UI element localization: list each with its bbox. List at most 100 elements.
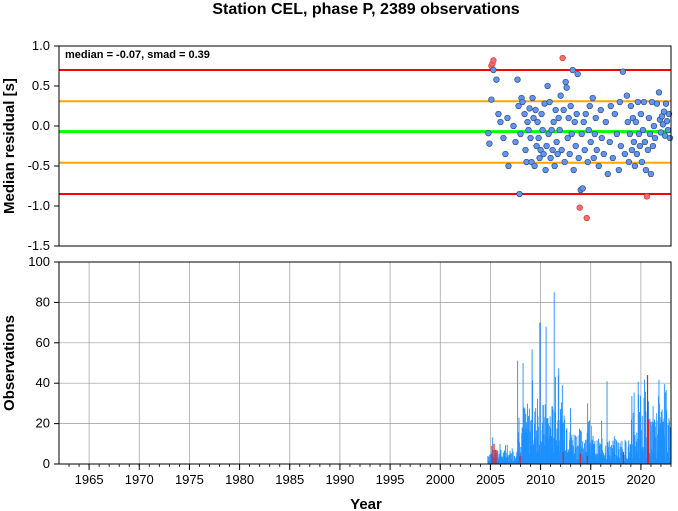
observation-bar bbox=[577, 445, 579, 464]
observation-bar bbox=[560, 456, 562, 464]
observations-y-ticks: 0 20 40 60 80 100 bbox=[28, 254, 59, 471]
x-tick-label: 1975 bbox=[175, 472, 204, 487]
residual-point bbox=[634, 98, 642, 106]
observation-bar bbox=[546, 418, 548, 464]
residual-point bbox=[572, 142, 579, 150]
observation-bar bbox=[666, 424, 668, 464]
residual-point bbox=[516, 190, 523, 198]
observation-bar bbox=[580, 430, 582, 464]
residual-point bbox=[530, 114, 537, 122]
observation-bar bbox=[579, 428, 580, 464]
residual-point bbox=[553, 138, 560, 146]
outlier-observation-bar bbox=[646, 375, 649, 464]
observation-bar bbox=[602, 452, 604, 464]
observation-bar bbox=[492, 456, 494, 464]
observation-bar bbox=[552, 409, 554, 464]
observation-bar bbox=[629, 451, 631, 464]
observation-bar bbox=[511, 459, 513, 464]
observation-bar bbox=[607, 442, 609, 464]
observation-bar bbox=[526, 432, 528, 464]
observation-bar bbox=[595, 454, 597, 464]
observation-bar bbox=[598, 438, 599, 464]
observation-bar bbox=[511, 448, 513, 464]
observation-bar bbox=[520, 455, 522, 464]
observation-bar bbox=[558, 451, 560, 464]
observation-bar bbox=[655, 437, 657, 464]
x-tick-label: 1970 bbox=[125, 472, 154, 487]
observation-bar bbox=[611, 453, 613, 464]
observation-bar bbox=[509, 462, 511, 464]
observation-bar bbox=[576, 436, 578, 464]
observation-bar bbox=[530, 420, 532, 464]
residual-point bbox=[639, 126, 647, 134]
observation-bar bbox=[618, 449, 620, 464]
observation-bar bbox=[526, 422, 528, 464]
residual-point bbox=[488, 96, 495, 103]
observation-bar bbox=[568, 451, 570, 464]
observation-bar bbox=[627, 446, 629, 464]
observation-bar bbox=[542, 405, 544, 464]
residual-point bbox=[570, 166, 577, 174]
observation-bar bbox=[631, 396, 633, 464]
observation-bar bbox=[537, 398, 538, 464]
observation-bar bbox=[537, 426, 539, 464]
observation-bar bbox=[649, 418, 651, 464]
stats-annotation: median = -0.07, smad = 0.39 bbox=[65, 49, 210, 61]
observation-bar bbox=[635, 441, 637, 464]
residual-point bbox=[631, 162, 639, 170]
observation-bar bbox=[621, 454, 622, 464]
residual-point bbox=[493, 76, 500, 83]
observation-bar bbox=[600, 444, 602, 464]
observation-bar bbox=[569, 431, 571, 464]
residual-point bbox=[666, 134, 674, 142]
observation-bar bbox=[503, 458, 505, 464]
observation-bar bbox=[639, 395, 641, 464]
residual-point bbox=[589, 94, 596, 102]
observation-bar bbox=[487, 456, 489, 464]
residual-point bbox=[554, 150, 561, 158]
observation-bar bbox=[594, 440, 596, 464]
residual-point bbox=[552, 106, 559, 114]
observation-bar bbox=[644, 428, 646, 464]
residual-point bbox=[663, 118, 671, 125]
observation-bar bbox=[575, 447, 577, 464]
observation-bar bbox=[490, 453, 492, 464]
observation-bar bbox=[544, 404, 546, 464]
observation-bar bbox=[565, 454, 567, 464]
observation-bar bbox=[529, 454, 531, 464]
x-tick-label: 1985 bbox=[275, 472, 304, 487]
observation-bar bbox=[496, 450, 498, 464]
residual-point bbox=[540, 150, 547, 158]
observation-bar bbox=[492, 449, 494, 464]
observation-bar bbox=[543, 434, 545, 464]
observation-bar bbox=[531, 446, 533, 464]
outlier-observation-bar bbox=[579, 453, 581, 464]
observation-bar bbox=[603, 457, 605, 464]
observation-bar bbox=[656, 413, 658, 464]
residual-point bbox=[625, 158, 633, 166]
observation-bar bbox=[612, 448, 613, 464]
observation-bar bbox=[605, 459, 607, 464]
observation-bar bbox=[615, 459, 617, 464]
observation-bar bbox=[617, 443, 619, 464]
observation-bar bbox=[635, 454, 637, 464]
observation-bar bbox=[500, 453, 501, 464]
residual-point bbox=[645, 114, 653, 122]
residual-point bbox=[598, 134, 605, 142]
observation-bar bbox=[571, 440, 573, 464]
residual-point bbox=[655, 89, 663, 96]
observation-bar bbox=[566, 428, 568, 464]
observation-bar bbox=[584, 443, 585, 464]
outlier-point bbox=[576, 204, 583, 211]
outlier-observation-bar bbox=[622, 451, 625, 464]
residual-point bbox=[621, 150, 628, 158]
observation-bar bbox=[663, 418, 665, 464]
observation-bar bbox=[581, 447, 583, 464]
residual-point bbox=[535, 134, 542, 142]
residual-point bbox=[586, 102, 593, 110]
residual-point bbox=[551, 162, 558, 170]
observation-bar bbox=[615, 454, 617, 464]
observation-bar bbox=[585, 452, 587, 464]
observation-bar bbox=[659, 428, 661, 464]
